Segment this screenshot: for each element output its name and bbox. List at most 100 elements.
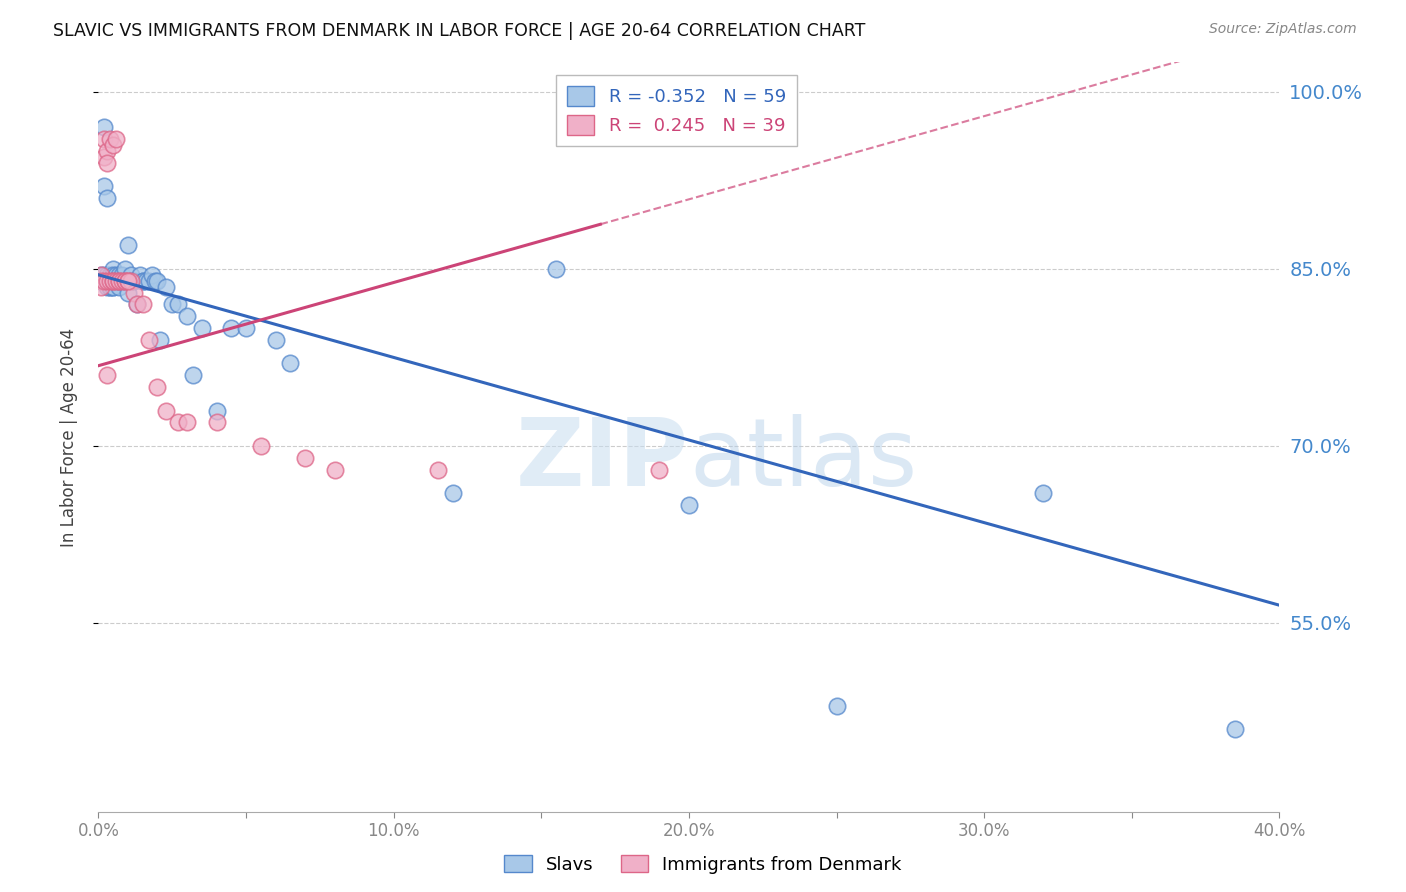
Text: Source: ZipAtlas.com: Source: ZipAtlas.com — [1209, 22, 1357, 37]
Point — [441, 486, 464, 500]
Point — [427, 462, 450, 476]
Point — [205, 415, 228, 429]
Point — [98, 132, 121, 146]
Point — [176, 309, 198, 323]
Point — [114, 274, 136, 288]
Point — [103, 261, 125, 276]
Point — [250, 439, 273, 453]
Point — [103, 279, 125, 293]
Point — [96, 368, 118, 383]
Point — [546, 261, 568, 276]
Point — [96, 274, 118, 288]
Point — [105, 132, 128, 146]
Point — [167, 297, 190, 311]
Point — [90, 274, 112, 288]
Point — [90, 279, 112, 293]
Point — [205, 403, 228, 417]
Point — [146, 380, 169, 394]
Point — [132, 274, 155, 288]
Point — [98, 274, 121, 288]
Point — [114, 274, 136, 288]
Point — [90, 274, 112, 288]
Point — [117, 285, 139, 300]
Point — [280, 356, 302, 370]
Text: ZIP: ZIP — [516, 414, 689, 506]
Point — [221, 321, 243, 335]
Point — [103, 274, 125, 288]
Point — [132, 274, 155, 288]
Point — [93, 120, 115, 135]
Point — [108, 274, 131, 288]
Point — [93, 268, 115, 282]
Point — [176, 415, 198, 429]
Point — [122, 285, 145, 300]
Point — [149, 333, 172, 347]
Point — [117, 274, 139, 288]
Point — [103, 274, 125, 288]
Point — [648, 462, 671, 476]
Point — [108, 268, 131, 282]
Legend: Slavs, Immigrants from Denmark: Slavs, Immigrants from Denmark — [498, 848, 908, 881]
Point — [120, 274, 142, 288]
Point — [93, 179, 115, 194]
Point — [105, 268, 128, 282]
Point — [105, 274, 128, 288]
Point — [93, 150, 115, 164]
Point — [90, 268, 112, 282]
Point — [117, 274, 139, 288]
Point — [98, 268, 121, 282]
Point — [114, 274, 136, 288]
Point — [120, 274, 142, 288]
Point — [98, 279, 121, 293]
Point — [122, 274, 145, 288]
Point — [117, 238, 139, 252]
Point — [155, 403, 177, 417]
Point — [143, 274, 166, 288]
Point — [98, 279, 121, 293]
Point — [96, 191, 118, 205]
Point — [138, 333, 160, 347]
Point — [264, 333, 287, 347]
Point — [120, 268, 142, 282]
Text: SLAVIC VS IMMIGRANTS FROM DENMARK IN LABOR FORCE | AGE 20-64 CORRELATION CHART: SLAVIC VS IMMIGRANTS FROM DENMARK IN LAB… — [53, 22, 866, 40]
Point — [105, 274, 128, 288]
Point — [111, 274, 134, 288]
Text: atlas: atlas — [689, 414, 917, 506]
Point — [93, 274, 115, 288]
Point — [235, 321, 257, 335]
Point — [93, 132, 115, 146]
Point — [108, 274, 131, 288]
Point — [1225, 722, 1247, 736]
Legend: R = -0.352   N = 59, R =  0.245   N = 39: R = -0.352 N = 59, R = 0.245 N = 39 — [557, 75, 797, 145]
Point — [114, 261, 136, 276]
Point — [96, 274, 118, 288]
Point — [191, 321, 214, 335]
Point — [294, 450, 316, 465]
Point — [128, 268, 150, 282]
Point — [96, 155, 118, 169]
Point — [138, 274, 160, 288]
Point — [108, 279, 131, 293]
Point — [96, 268, 118, 282]
Point — [146, 274, 169, 288]
Point — [1032, 486, 1054, 500]
Point — [141, 268, 163, 282]
Point — [90, 268, 112, 282]
Point — [825, 698, 848, 713]
Point — [111, 274, 134, 288]
Y-axis label: In Labor Force | Age 20-64: In Labor Force | Age 20-64 — [59, 327, 77, 547]
Point — [105, 274, 128, 288]
Point — [111, 268, 134, 282]
Point — [678, 498, 700, 512]
Point — [155, 279, 177, 293]
Point — [125, 297, 148, 311]
Point — [135, 274, 157, 288]
Point — [103, 268, 125, 282]
Point — [132, 297, 155, 311]
Point — [323, 462, 346, 476]
Point — [96, 144, 118, 158]
Point — [108, 274, 131, 288]
Point — [96, 279, 118, 293]
Point — [103, 138, 125, 153]
Point — [125, 297, 148, 311]
